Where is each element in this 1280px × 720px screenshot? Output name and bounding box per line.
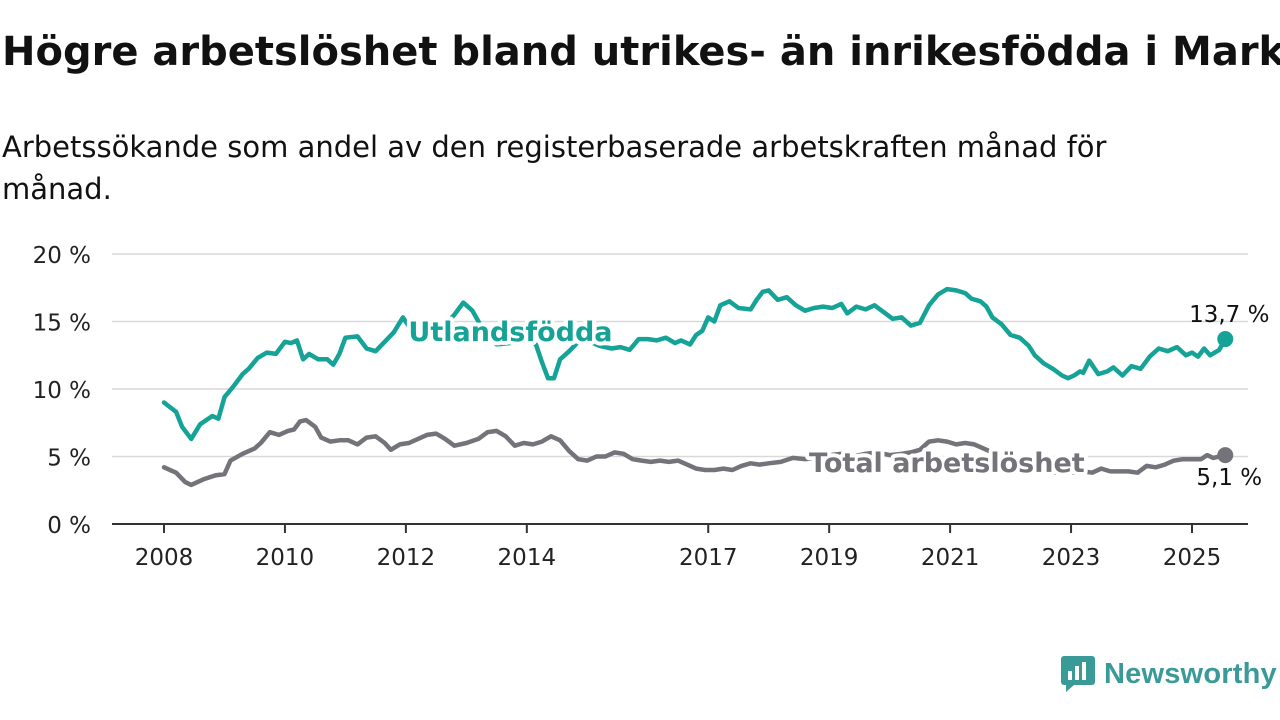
x-tick-label: 2019 <box>800 545 859 571</box>
brand-name: Newsworthy <box>1104 657 1277 690</box>
axis-layer: 0 % 5 % 10 % 15 % 20 % 2008 2010 2012 2014 2017 20… <box>33 243 1248 571</box>
series-end-point-1 <box>1217 447 1234 464</box>
grid-layer <box>112 253 1248 458</box>
series-line-0 <box>161 286 1228 442</box>
chart-subtitle: Arbetssökande som andel av den registerb… <box>2 130 1107 206</box>
y-tick-label: 0 % <box>47 513 91 539</box>
x-tick-label: 2012 <box>377 545 436 571</box>
series-line-1 <box>161 417 1228 488</box>
series-name-label: Total arbetslöshet <box>809 448 1085 479</box>
series-name-label: Utlandsfödda <box>408 317 612 348</box>
brand: Newsworthy <box>1060 654 1277 694</box>
x-tick-label: 2023 <box>1042 545 1101 571</box>
series-end-label: 13,7 % <box>1189 302 1269 328</box>
x-tick-label: 2025 <box>1163 545 1222 571</box>
chart-title: Högre arbetslöshet bland utrikes- än inr… <box>2 29 1280 75</box>
series-end-point-0 <box>1217 331 1234 348</box>
x-tick-label: 2008 <box>135 545 194 571</box>
series-end-label: 5,1 % <box>1196 465 1262 491</box>
series-layer <box>161 286 1234 488</box>
y-tick-label: 20 % <box>33 243 91 269</box>
y-tick-label: 15 % <box>33 311 91 337</box>
newsworthy-logo-icon <box>1061 656 1095 692</box>
y-tick-label: 10 % <box>33 378 91 404</box>
label-layer: 13,7 % Utlandsfödda 5,1 % Total arbetslöshe… <box>404 302 1269 491</box>
y-tick-label: 5 % <box>47 446 91 472</box>
x-tick-label: 2017 <box>679 545 738 571</box>
x-tick-label: 2010 <box>256 545 315 571</box>
x-tick-label: 2014 <box>498 545 557 571</box>
x-tick-label: 2021 <box>921 545 980 571</box>
